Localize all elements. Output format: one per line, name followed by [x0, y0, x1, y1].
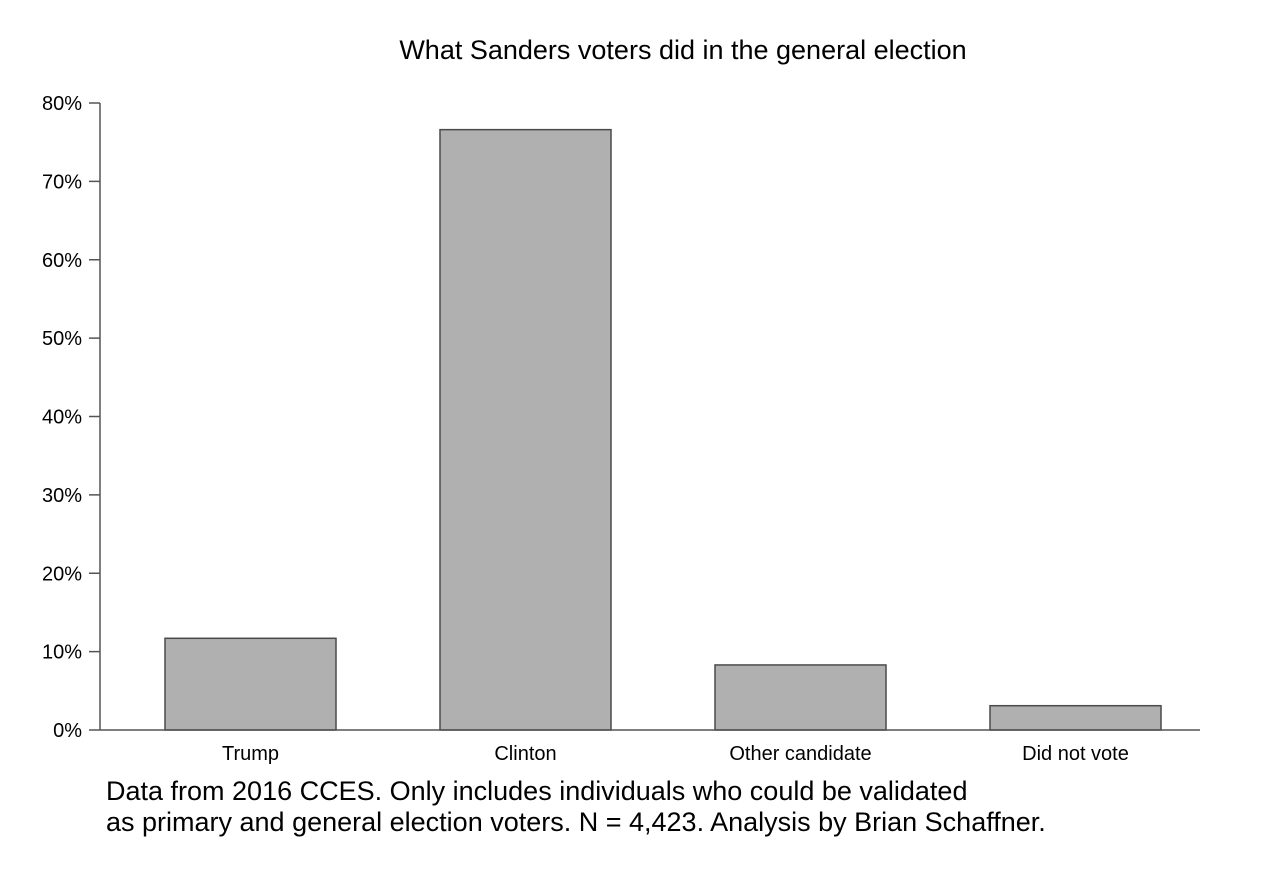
- y-tick-label: 20%: [42, 563, 82, 585]
- y-tick-label: 80%: [42, 93, 82, 115]
- footnote-line-2: as primary and general election voters. …: [106, 807, 1046, 837]
- y-tick-label: 10%: [42, 642, 82, 664]
- bar-other-candidate: [714, 664, 887, 731]
- y-tick-label: 60%: [42, 250, 82, 272]
- y-tick-label: 40%: [42, 407, 82, 429]
- y-tick-label: 30%: [42, 485, 82, 507]
- chart-title: What Sanders voters did in the general e…: [399, 35, 966, 65]
- y-tick-label: 70%: [42, 171, 82, 193]
- x-axis: Trump Clinton Other candidate Did not vote: [100, 729, 1200, 765]
- x-category-label: Did not vote: [1022, 743, 1129, 765]
- footnote-line-1: Data from 2016 CCES. Only includes indiv…: [106, 776, 968, 806]
- x-category-label: Clinton: [494, 743, 556, 765]
- x-category-label: Other candidate: [729, 743, 871, 765]
- y-tick-label: 50%: [42, 328, 82, 350]
- bar-trump: [164, 637, 337, 731]
- x-category-label: Trump: [222, 743, 279, 765]
- bar-clinton: [439, 128, 612, 731]
- chart-footnote: Data from 2016 CCES. Only includes indiv…: [106, 776, 1256, 838]
- y-tick-label: 0%: [53, 720, 82, 742]
- y-axis: 0% 10% 20% 30% 40% 50% 60% 70% 80%: [42, 93, 101, 742]
- bar-did-not-vote: [989, 704, 1162, 731]
- bars-group: [164, 128, 1162, 731]
